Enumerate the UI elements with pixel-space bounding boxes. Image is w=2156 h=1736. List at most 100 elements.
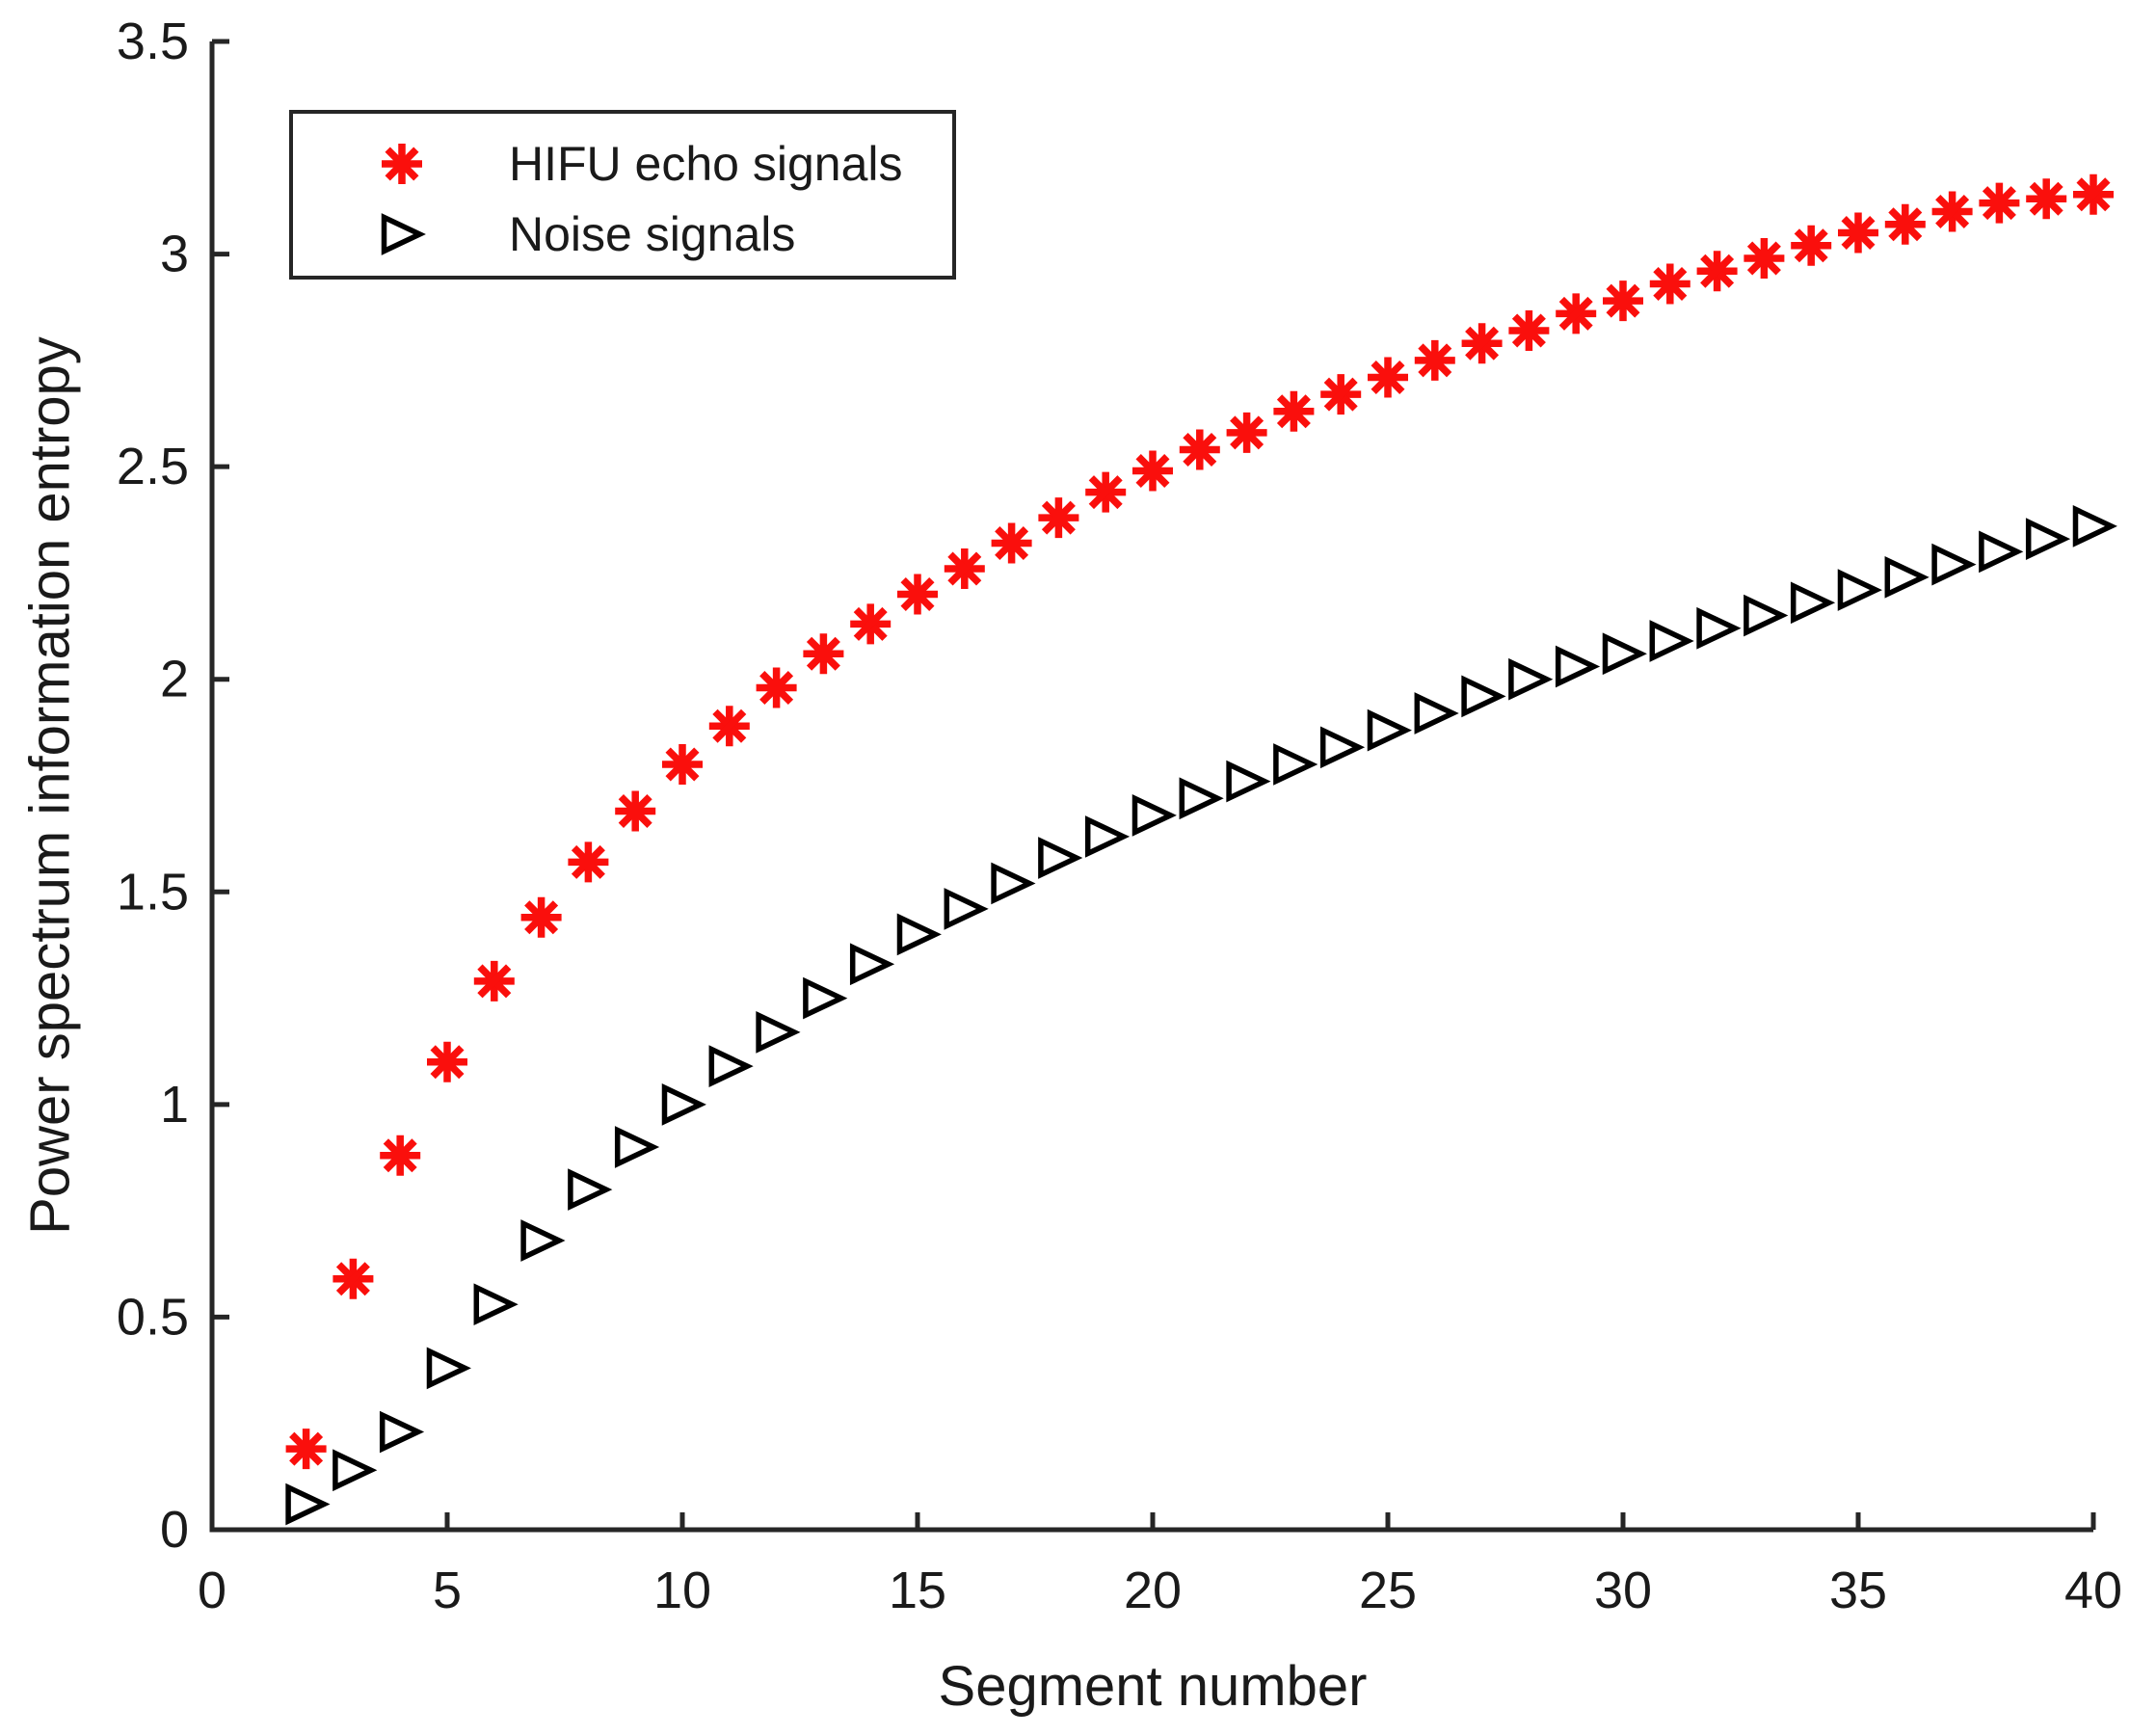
noise-data-point	[1179, 777, 1224, 820]
x-axis-title: Segment number	[938, 1655, 1368, 1718]
noise-data-point	[1696, 606, 1742, 650]
noise-data-point	[426, 1347, 471, 1390]
series-1	[285, 505, 2117, 1526]
y-tick-label: 0	[160, 1501, 189, 1559]
noise-data-point	[1319, 726, 1366, 769]
noise-data-point	[1979, 530, 2024, 574]
hifu-data-point	[520, 896, 562, 938]
x-tick-label: 40	[2064, 1562, 2122, 1619]
hifu-data-point	[1461, 323, 1503, 364]
hifu-data-point	[1556, 293, 1597, 334]
hifu-data-point	[1791, 225, 1832, 266]
hifu-data-point	[1414, 339, 1455, 381]
y-axis-title: Power spectrum information entropy	[18, 336, 82, 1235]
hifu-data-point	[427, 1041, 467, 1082]
series-0	[285, 174, 2114, 1470]
noise-data-point	[991, 862, 1036, 905]
hifu-data-point	[1368, 357, 1408, 398]
y-tick-label: 2.5	[117, 438, 189, 495]
noise-data-point	[520, 1219, 566, 1262]
noise-data-point	[1367, 708, 1412, 752]
noise-data-point	[1790, 581, 1836, 625]
hifu-data-point	[991, 522, 1032, 564]
hifu-data-point	[1508, 309, 1550, 351]
hifu-data-point	[568, 841, 609, 883]
noise-data-point	[1931, 543, 1977, 586]
y-tick-label: 2	[160, 651, 189, 708]
hifu-data-point	[1320, 374, 1362, 415]
noise-data-point	[1602, 632, 1647, 676]
x-tick-label: 25	[1359, 1562, 1417, 1619]
x-tick-label: 15	[889, 1562, 946, 1619]
noise-data-point	[756, 1011, 801, 1054]
legend-label: Noise signals	[509, 207, 795, 261]
hifu-data-point	[1273, 390, 1315, 432]
hifu-data-point	[662, 743, 703, 785]
noise-data-point	[473, 1283, 519, 1326]
hifu-data-point	[1838, 212, 1878, 254]
noise-data-point	[1461, 675, 1506, 718]
hifu-data-point	[1884, 203, 1926, 245]
x-tick-label: 20	[1124, 1562, 1182, 1619]
hifu-data-point	[756, 667, 797, 708]
noise-data-point	[896, 913, 942, 956]
noise-data-point	[333, 1449, 378, 1492]
x-tick-label: 10	[653, 1562, 711, 1619]
noise-data-point	[1226, 760, 1271, 803]
hifu-data-point	[1979, 182, 2020, 224]
hifu-data-point	[380, 1135, 421, 1176]
x-tick-label: 5	[433, 1562, 462, 1619]
noise-data-point	[803, 976, 848, 1020]
noise-data-point	[849, 943, 895, 986]
noise-data-point	[1555, 645, 1601, 688]
noise-data-point	[285, 1482, 331, 1526]
hifu-data-point	[2026, 178, 2067, 220]
noise-data-point	[1131, 794, 1177, 837]
hifu-data-point	[1132, 450, 1173, 492]
noise-data-point	[2072, 505, 2117, 548]
triangle-right-legend-icon	[381, 213, 426, 255]
noise-data-point	[1273, 743, 1318, 786]
legend-box	[289, 110, 956, 280]
legend: HIFU echo signals Noise signals	[289, 110, 956, 280]
hifu-data-point	[2073, 174, 2114, 215]
y-tick-label: 3.5	[117, 13, 189, 70]
hifu-data-point	[473, 960, 515, 1002]
hifu-data-point	[1179, 429, 1220, 470]
hifu-data-point	[1038, 497, 1079, 539]
hifu-data-point	[944, 548, 985, 590]
noise-data-point	[2025, 518, 2071, 560]
noise-data-point	[1837, 569, 1882, 611]
hifu-data-point	[1085, 471, 1127, 513]
y-tick-label: 0.5	[117, 1288, 189, 1346]
noise-data-point	[1414, 692, 1459, 734]
y-tick-label: 1	[160, 1076, 189, 1134]
y-tick-label: 1.5	[117, 863, 189, 921]
noise-data-point	[944, 888, 989, 930]
hifu-data-point	[708, 706, 750, 747]
noise-data-point	[1649, 620, 1694, 662]
hifu-data-point	[1603, 280, 1643, 322]
hifu-data-point	[285, 1429, 327, 1470]
noise-data-point	[661, 1083, 706, 1126]
noise-data-point	[614, 1126, 660, 1168]
x-tick-label: 35	[1829, 1562, 1887, 1619]
noise-data-point	[1038, 837, 1083, 879]
noise-data-point	[1508, 657, 1554, 701]
noise-data-point	[568, 1168, 613, 1211]
x-tick-label: 0	[198, 1562, 226, 1619]
asterisk-legend-icon	[382, 144, 422, 184]
legend-label: HIFU echo signals	[509, 137, 903, 191]
y-tick-label: 3	[160, 226, 189, 283]
hifu-data-point	[1931, 191, 1973, 232]
hifu-data-point	[1696, 251, 1738, 292]
noise-data-point	[708, 1045, 754, 1087]
hifu-data-point	[1649, 263, 1690, 305]
hifu-data-point	[850, 603, 892, 645]
hifu-data-point	[615, 790, 656, 832]
hifu-data-point	[803, 633, 844, 675]
noise-data-point	[1884, 555, 1930, 599]
hifu-data-point	[1226, 412, 1267, 453]
noise-data-point	[1084, 815, 1131, 858]
